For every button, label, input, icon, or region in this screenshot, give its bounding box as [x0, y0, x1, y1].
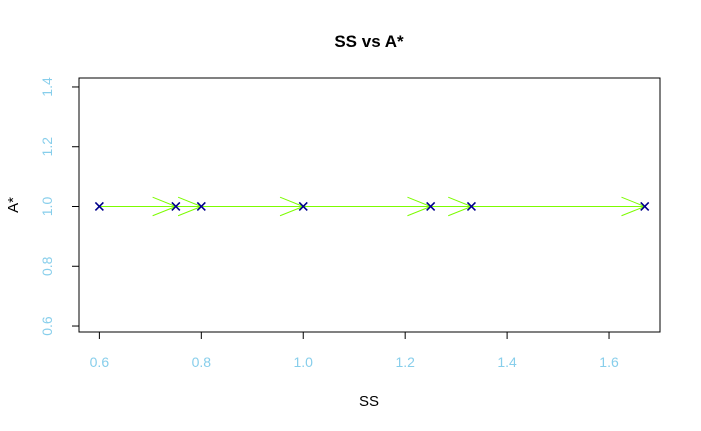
y-tick-label: 1.0: [39, 197, 55, 217]
y-axis-label: A*: [5, 197, 22, 213]
data-point: [94, 201, 104, 212]
plot-frame: [78, 77, 661, 333]
x-tick-label: 0.8: [192, 354, 212, 370]
arrow: [430, 196, 473, 217]
arrow: [175, 196, 203, 217]
data-point: [196, 201, 206, 212]
data-point: [298, 201, 308, 212]
data-point: [171, 201, 181, 212]
x-axis: 0.6 0.8 1.0 1.2 1.4 1.6: [90, 331, 619, 370]
y-axis: 0.6 0.8 1.0 1.2 1.4: [39, 77, 80, 336]
arrow: [471, 196, 647, 217]
data-point: [640, 201, 650, 212]
chart-title: SS vs A*: [334, 32, 404, 51]
x-tick-label: 1.6: [599, 354, 619, 370]
x-tick-label: 1.4: [497, 354, 517, 370]
arrow: [201, 196, 305, 217]
y-tick-label: 1.2: [39, 137, 55, 157]
y-tick-label: 0.8: [39, 256, 55, 276]
x-axis-label: SS: [359, 393, 379, 410]
y-tick-label: 0.6: [39, 316, 55, 336]
x-tick-label: 1.0: [294, 354, 314, 370]
x-tick-label: 1.2: [395, 354, 415, 370]
point-layer: [94, 201, 650, 212]
data-point: [426, 201, 436, 212]
x-tick-label: 0.6: [90, 354, 110, 370]
data-point: [466, 201, 476, 212]
arrow-layer: [99, 196, 647, 217]
arrow: [99, 196, 178, 217]
y-tick-label: 1.4: [39, 77, 55, 97]
arrow: [303, 196, 433, 217]
